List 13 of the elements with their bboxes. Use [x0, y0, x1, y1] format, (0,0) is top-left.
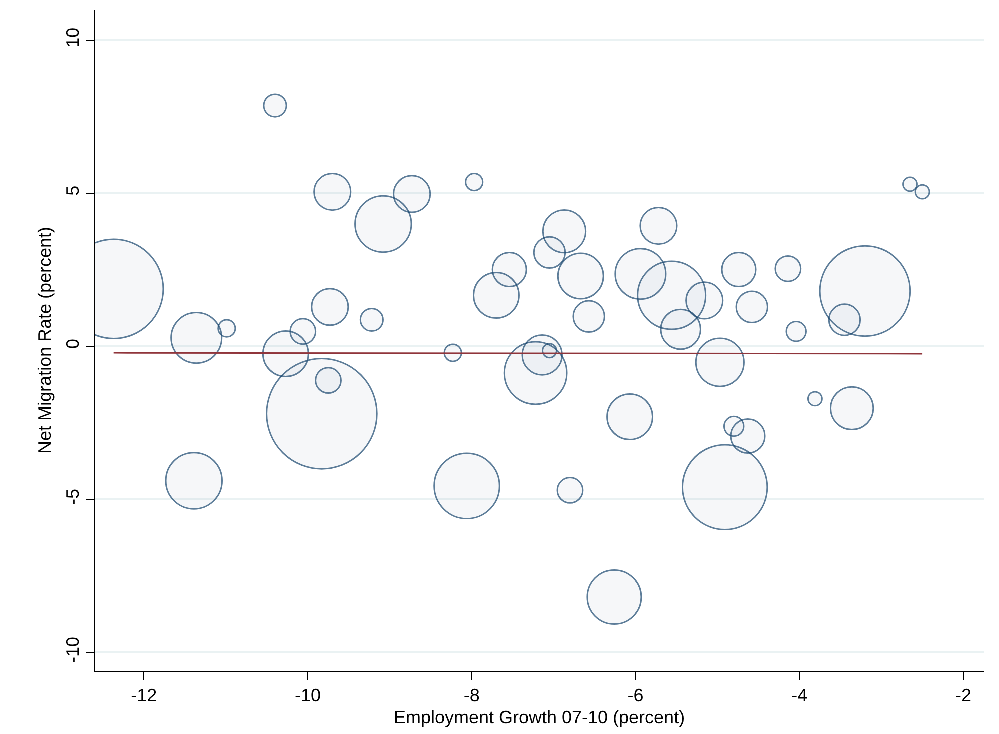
y-tick-label: 10 — [62, 28, 83, 48]
y-tick-label: -10 — [62, 636, 83, 663]
y-tick-label: 5 — [62, 186, 83, 196]
x-tick-label: -12 — [131, 686, 158, 706]
y-axis-title: Net Migration Rate (percent) — [35, 226, 55, 454]
y-tick-label: -5 — [62, 488, 83, 505]
x-tick-label: -4 — [792, 686, 808, 706]
x-tick-label: -2 — [956, 686, 972, 706]
x-tick-label: -8 — [464, 686, 480, 706]
x-tick-label: -10 — [295, 686, 322, 706]
x-axis-title: Employment Growth 07-10 (percent) — [394, 708, 686, 728]
y-tick-label: 0 — [62, 338, 83, 349]
x-tick-label: -6 — [628, 686, 644, 706]
